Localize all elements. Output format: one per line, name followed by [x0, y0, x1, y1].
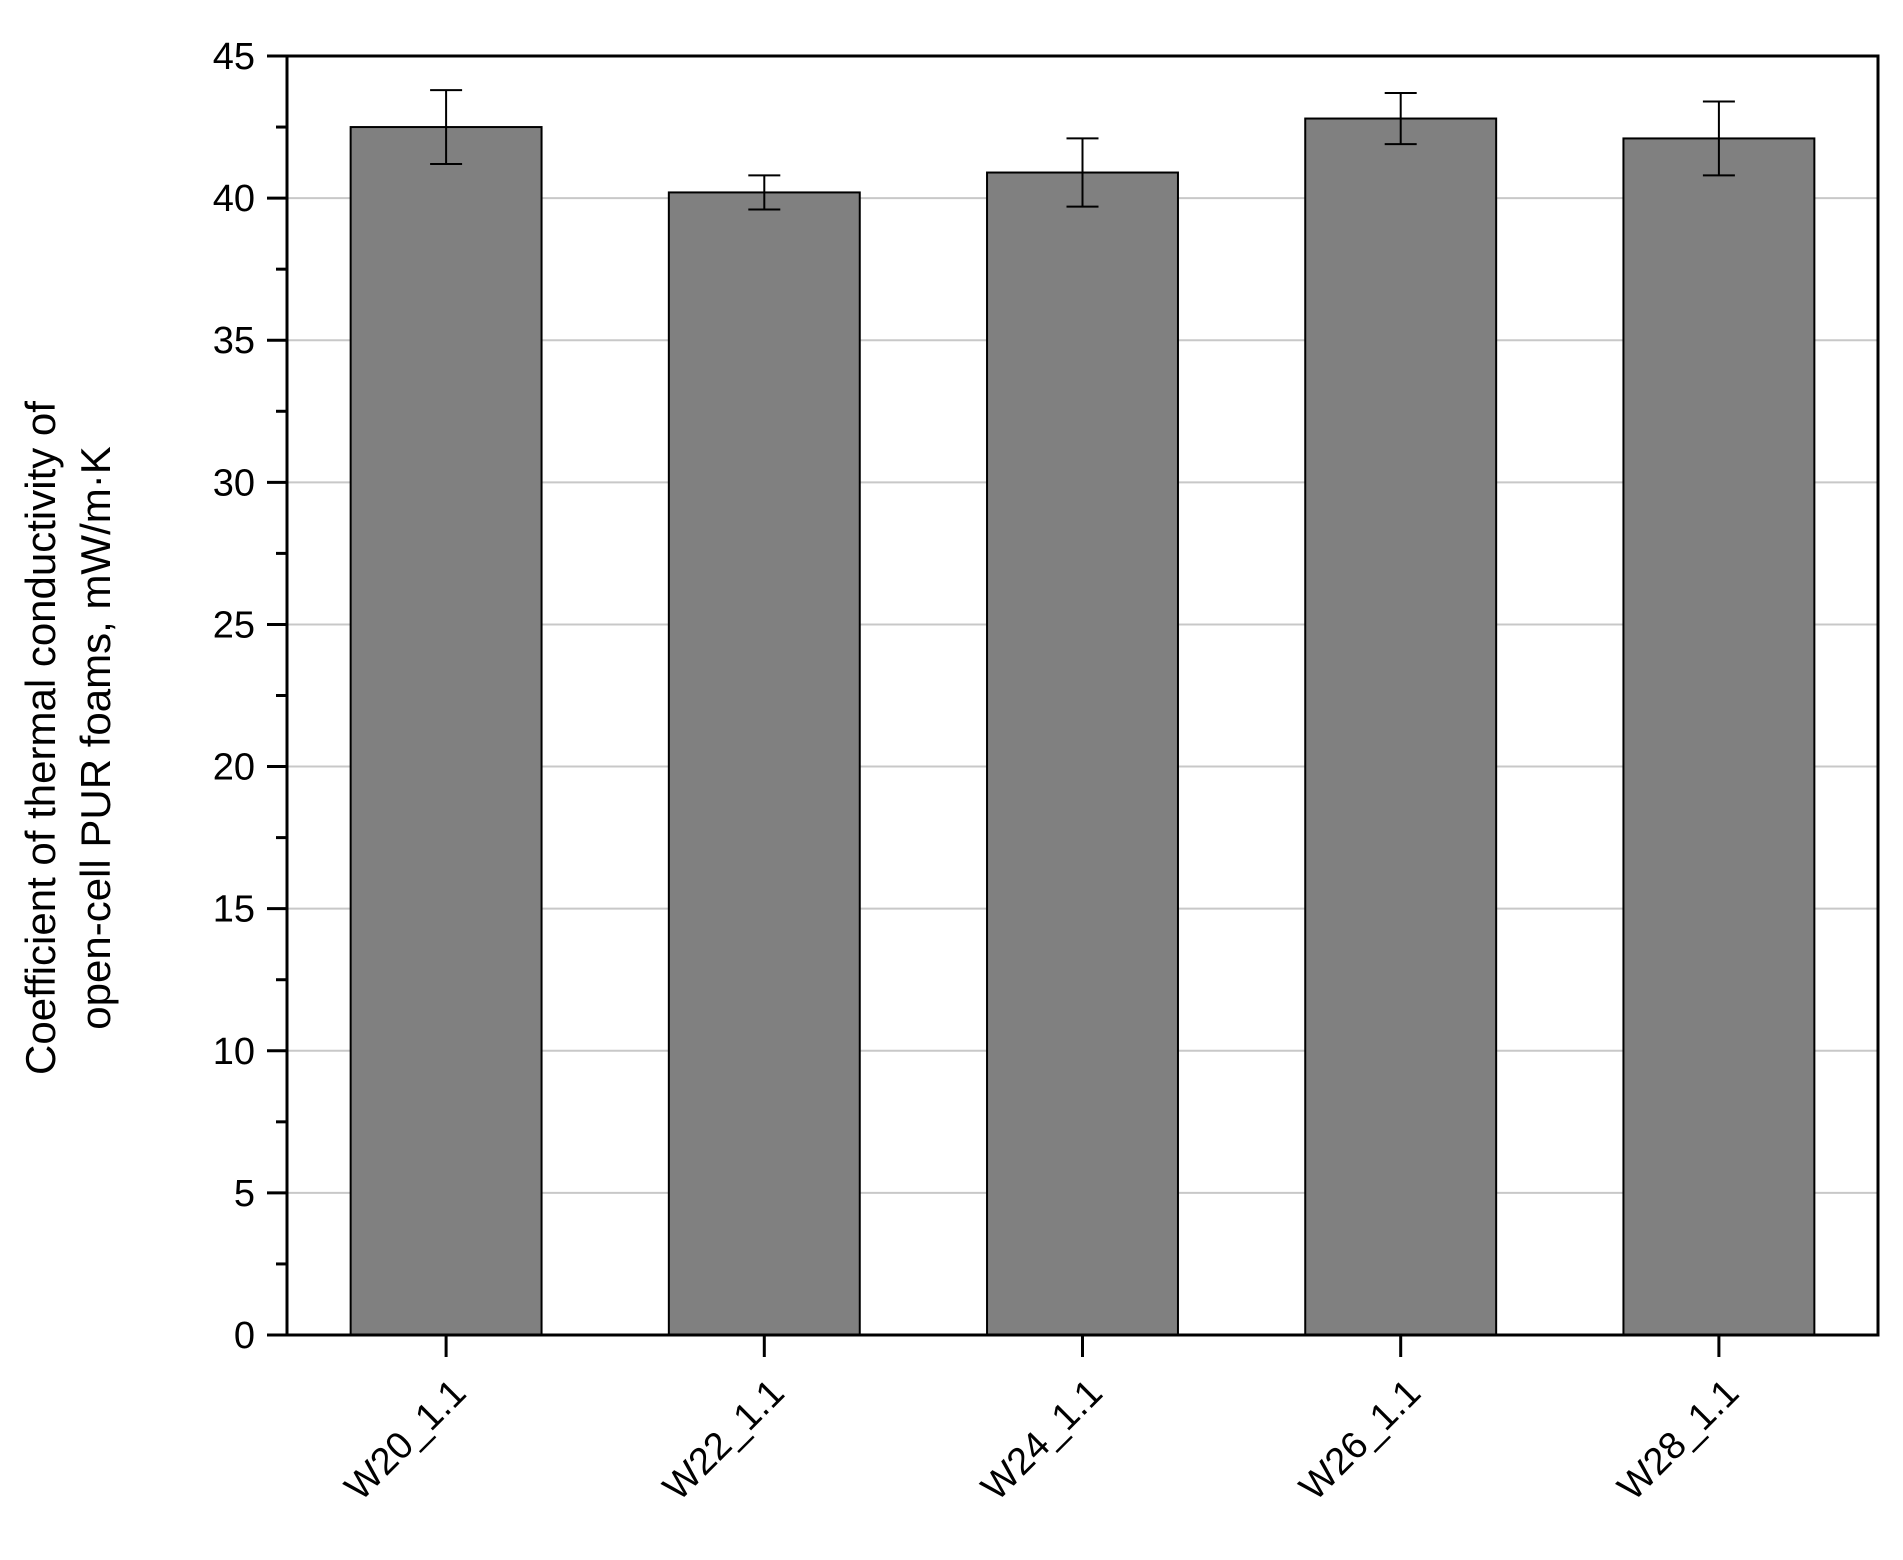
error-bar-W26_1.1	[1384, 91, 1417, 146]
y-axis-title-line-2: open-cell PUR foams, mW/m·K	[72, 446, 119, 1029]
y-tick-label-10: 10	[213, 1031, 255, 1073]
y-axis-title-line-1: Coefficient of thermal conductivity of	[17, 401, 64, 1075]
x-tick-label-W24_1.1: W24_1.1	[974, 1372, 1111, 1509]
y-tick-label-15: 15	[213, 889, 255, 931]
error-bars	[430, 89, 1735, 211]
y-axis-ticks: 0 5 10 15 20 25 30 35 40 45	[213, 36, 287, 1357]
y-tick-label-5: 5	[234, 1173, 255, 1215]
error-bar-W24_1.1	[1066, 137, 1099, 208]
error-bar-W22_1.1	[748, 174, 781, 211]
bar-W22_1.1	[667, 191, 861, 1337]
y-tick-label-0: 0	[234, 1315, 255, 1357]
error-bar-W20_1.1	[430, 89, 463, 166]
x-tick-label-W28_1.1: W28_1.1	[1610, 1372, 1747, 1509]
y-axis-title: Coefficient of thermal conductivity of o…	[17, 401, 119, 1075]
bar-W28_1.1	[1622, 137, 1816, 1336]
y-tick-label-20: 20	[213, 747, 255, 789]
bar-W24_1.1	[986, 171, 1179, 1336]
x-tick-label-W22_1.1: W22_1.1	[655, 1372, 792, 1509]
y-tick-label-40: 40	[213, 178, 255, 220]
bar-W26_1.1	[1304, 117, 1498, 1336]
x-tick-label-W26_1.1: W26_1.1	[1292, 1372, 1429, 1509]
y-tick-label-30: 30	[213, 462, 255, 504]
y-tick-label-45: 45	[213, 36, 255, 78]
x-axis-ticks: W20_1.1 W22_1.1 W24_1.1 W26_1.1 W28_1.1	[337, 1335, 1747, 1509]
bar-W20_1.1	[349, 126, 543, 1337]
x-tick-label-W20_1.1: W20_1.1	[337, 1372, 474, 1509]
y-tick-label-35: 35	[213, 320, 255, 362]
bars	[349, 117, 1816, 1337]
y-tick-label-25: 25	[213, 604, 255, 646]
error-bar-W28_1.1	[1702, 100, 1735, 177]
